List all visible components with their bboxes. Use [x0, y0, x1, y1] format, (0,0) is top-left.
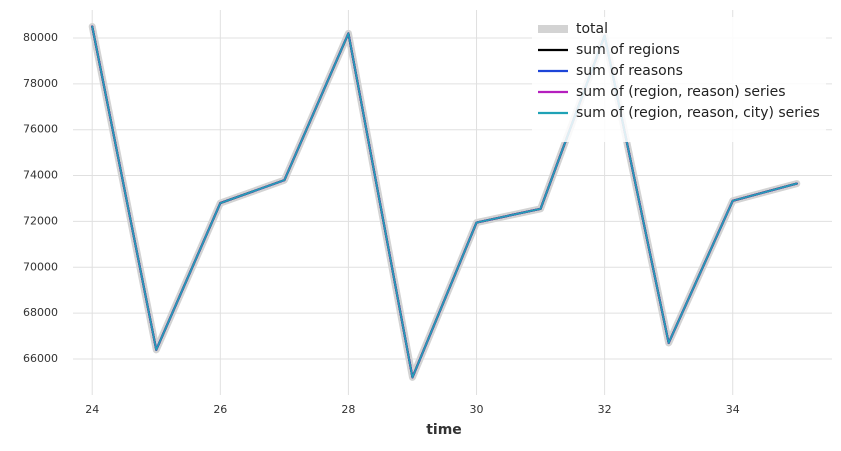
y-tick-label: 72000	[23, 214, 58, 227]
y-tick-label: 76000	[23, 123, 58, 136]
y-tick-label: 66000	[23, 352, 58, 365]
legend-box	[532, 17, 826, 142]
x-tick-label: 24	[85, 403, 99, 416]
series-line	[91, 25, 798, 379]
y-tick-label: 80000	[23, 31, 58, 44]
x-tick-label: 28	[341, 403, 355, 416]
y-tick-label: 70000	[23, 260, 58, 273]
x-tick-label: 34	[726, 403, 740, 416]
x-axis-label: time	[426, 422, 462, 438]
y-tick-label: 68000	[23, 306, 58, 319]
y-tick-label: 74000	[23, 169, 58, 182]
x-tick-label: 32	[598, 403, 612, 416]
legend-label: sum of (region, reason, city) series	[576, 105, 820, 121]
legend-label: total	[576, 21, 608, 37]
legend-label: sum of regions	[576, 42, 680, 58]
legend: total sum of regions sum of reasons sum of …	[532, 17, 826, 142]
legend-label: sum of (region, reason) series	[576, 84, 786, 100]
y-tick-label: 78000	[23, 77, 58, 90]
x-tick-label: 26	[213, 403, 227, 416]
legend-label: sum of reasons	[576, 63, 683, 79]
x-tick-label: 30	[470, 403, 484, 416]
